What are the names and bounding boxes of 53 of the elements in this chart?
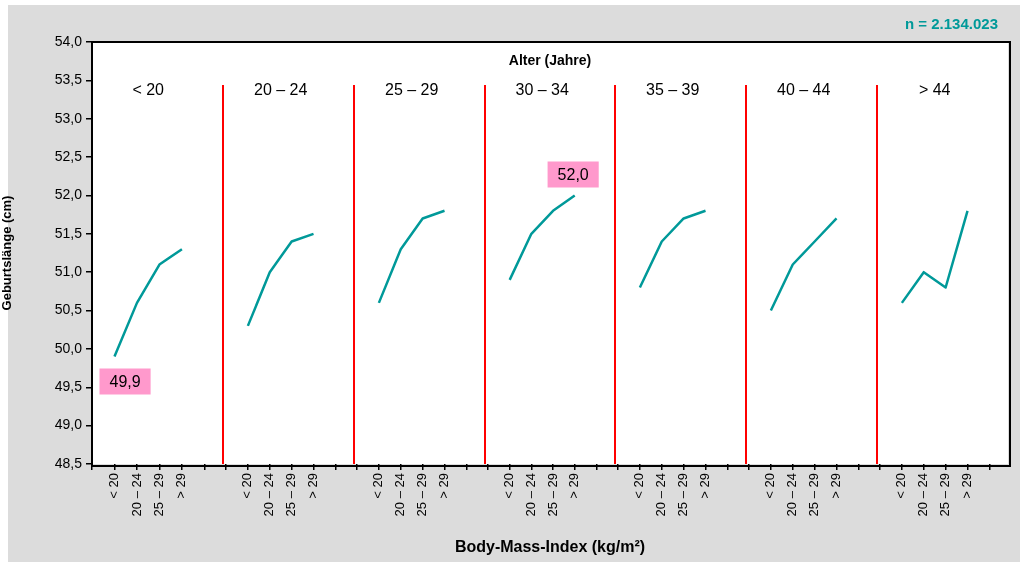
x-tick-label: > 29	[173, 473, 189, 499]
x-tick-label: 20 – 24	[128, 473, 144, 517]
x-tick-label: 20 – 24	[522, 473, 538, 517]
text: > 44	[918, 81, 951, 99]
y-tick-label: 51,0	[54, 263, 83, 280]
x-tick-label: 25 – 29	[806, 473, 822, 517]
x-tick-label: 25 – 29	[937, 473, 953, 517]
x-tick-label: 20 – 24	[392, 473, 408, 517]
y-tick-label: 48,5	[54, 454, 83, 471]
x-tick-label: 20 – 24	[261, 473, 277, 517]
x-tick-label: 20 – 24	[653, 473, 669, 517]
text: < 20	[132, 81, 165, 99]
x-tick-label: < 20	[631, 473, 647, 499]
x-tick-label: 25 – 29	[544, 473, 560, 517]
text: 20 – 24	[254, 81, 308, 99]
y-tick-label: 50,0	[54, 339, 83, 356]
x-tick-label: > 29	[305, 473, 321, 499]
x-tick-label: > 29	[697, 473, 713, 499]
text: 30 – 34	[515, 81, 569, 99]
text: 40 – 44	[777, 81, 831, 99]
text: Body-Mass-Index (kg/m²)	[453, 538, 647, 556]
x-tick-label: 25 – 29	[414, 473, 430, 517]
text: 25 – 29	[385, 81, 439, 99]
x-tick-label: 20 – 24	[784, 473, 800, 517]
y-tick-label: 53,5	[54, 71, 83, 88]
y-tick-label: 50,5	[54, 301, 83, 318]
x-tick-label: 25 – 29	[675, 473, 691, 517]
x-tick-label: 25 – 29	[151, 473, 167, 517]
x-tick-label: < 20	[370, 473, 386, 499]
text: Alter (Jahre)	[507, 52, 593, 68]
x-tick-label: < 20	[893, 473, 909, 499]
y-axis-title: Geburtslänge (cm)	[0, 195, 15, 311]
x-tick-label: < 20	[501, 473, 517, 499]
text: n = 2.134.023	[905, 15, 998, 32]
text: 35 – 39	[646, 81, 700, 99]
y-tick-label: 51,5	[54, 224, 83, 241]
annotation: 52,0	[557, 165, 589, 183]
x-tick-label: > 29	[959, 473, 975, 499]
y-tick-label: 49,5	[54, 378, 83, 395]
annotation: 49,9	[109, 372, 141, 390]
x-tick-label: > 29	[566, 473, 582, 499]
y-tick-label: 54,0	[54, 32, 83, 49]
x-tick-label: 20 – 24	[915, 473, 931, 517]
x-tick-label: 25 – 29	[283, 473, 299, 517]
x-tick-label: > 29	[436, 473, 452, 499]
x-tick-label: > 29	[828, 473, 844, 499]
y-tick-label: 49,0	[54, 416, 83, 433]
y-tick-label: 52,0	[54, 186, 83, 203]
x-tick-label: < 20	[239, 473, 255, 499]
x-tick-label: < 20	[106, 473, 122, 499]
x-tick-label: < 20	[762, 473, 778, 499]
y-tick-label: 53,0	[54, 109, 83, 126]
y-tick-label: 52,5	[54, 147, 83, 164]
